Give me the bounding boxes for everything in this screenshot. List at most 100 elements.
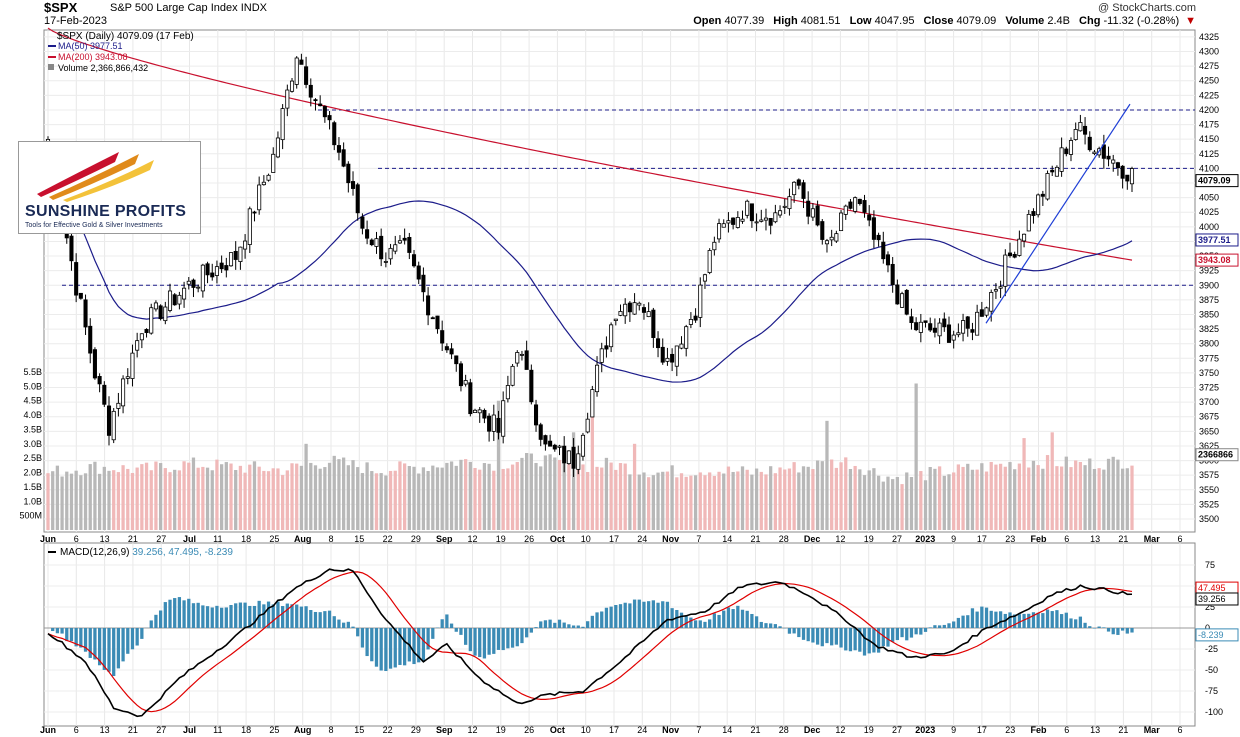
candle-body xyxy=(693,315,698,321)
volume-bar xyxy=(229,463,233,530)
volume-bar xyxy=(656,472,660,530)
macd-histogram-bar xyxy=(130,628,135,650)
candle-body xyxy=(914,322,919,331)
volume-bar xyxy=(651,475,655,530)
volume-tick-label: 5.5B xyxy=(23,367,42,377)
macd-histogram-bar xyxy=(285,603,289,628)
macd-histogram-bar xyxy=(919,628,923,635)
candle-body xyxy=(1064,148,1069,155)
candle-body xyxy=(491,414,496,432)
candle-body xyxy=(1003,254,1008,287)
candle-body xyxy=(754,221,759,224)
price-tick-label: 3825 xyxy=(1199,324,1219,334)
volume-bar xyxy=(961,466,965,530)
price-tick-label: 4175 xyxy=(1199,120,1219,130)
macd-histogram-bar xyxy=(966,615,970,628)
macd-histogram-bar xyxy=(173,598,177,628)
candle-body xyxy=(712,241,717,251)
macd-histogram-bar xyxy=(69,628,74,642)
down-arrow-icon: ▼ xyxy=(1185,15,1196,27)
candle-body xyxy=(322,106,327,118)
volume-bar xyxy=(346,465,350,530)
price-tick-label: 3875 xyxy=(1199,295,1219,305)
macd-histogram-bar xyxy=(665,601,670,628)
x-tick-label: Jul xyxy=(183,534,196,544)
macd-histogram-bar xyxy=(891,628,895,642)
macd-histogram-bar xyxy=(1069,618,1073,628)
volume-bar xyxy=(224,462,228,530)
macd-histogram-bar xyxy=(332,616,336,628)
volume-tick-label: 2.5B xyxy=(23,453,42,463)
macd-histogram-bar xyxy=(393,628,397,668)
candle-body xyxy=(102,384,107,405)
macd-histogram-bar xyxy=(792,628,796,634)
macd-histogram-bar xyxy=(717,614,721,628)
volume-bar xyxy=(290,463,294,530)
macd-x-tick-label: 18 xyxy=(241,725,251,735)
volume-bar xyxy=(994,464,998,530)
candle-body xyxy=(670,353,675,363)
macd-x-tick-label: 13 xyxy=(1090,725,1100,735)
macd-histogram-bar xyxy=(952,621,956,628)
macd-histogram-bar xyxy=(553,622,557,628)
macd-histogram-bar xyxy=(994,611,998,628)
volume-bar xyxy=(712,475,716,530)
candle-body xyxy=(951,334,956,341)
candle-body xyxy=(411,254,417,267)
macd-histogram-bar xyxy=(97,628,102,666)
volume-bar xyxy=(459,459,463,530)
volume-bar xyxy=(975,469,979,530)
volume-bar xyxy=(1064,456,1068,530)
candle-body xyxy=(205,263,210,276)
candle-body xyxy=(304,66,309,85)
macd-histogram-bar xyxy=(468,628,472,652)
volume-bar xyxy=(196,467,200,530)
volume-bar xyxy=(1106,458,1111,530)
volume-bar xyxy=(403,463,407,530)
x-tick-label: 28 xyxy=(779,534,789,544)
candle-body xyxy=(144,329,149,333)
macd-histogram-bar xyxy=(848,628,853,652)
candle-body xyxy=(88,325,93,354)
candle-body xyxy=(759,219,764,222)
candle-body xyxy=(627,302,632,313)
volume-bar xyxy=(215,459,219,530)
macd-histogram-bar xyxy=(88,628,92,658)
volume-bar xyxy=(464,459,468,530)
macd-histogram-bar xyxy=(576,625,580,628)
macd-histogram-bar xyxy=(872,628,876,653)
volume-bar xyxy=(942,475,946,530)
macd-histogram-bar xyxy=(506,628,510,649)
volume-bar xyxy=(365,462,369,530)
macd-histogram-bar xyxy=(1050,611,1054,628)
candle-body xyxy=(369,239,374,246)
candle-body xyxy=(726,220,731,224)
macd-histogram-bar xyxy=(398,628,402,665)
candle-body xyxy=(177,294,182,305)
candle-body xyxy=(308,84,313,98)
legend-price: $SPX (Daily) 4079.09 (17 Feb) xyxy=(57,31,194,42)
candle-body xyxy=(932,327,937,333)
candle-body xyxy=(121,378,126,407)
volume-bar xyxy=(853,465,857,530)
volume-bar xyxy=(731,471,735,530)
price-tick-label: 3800 xyxy=(1199,339,1219,349)
macd-histogram-bar xyxy=(679,612,684,628)
macd-histogram-bar xyxy=(266,601,271,628)
volume-bar xyxy=(219,464,224,530)
ma50-price-tag-box xyxy=(1195,233,1239,247)
macd-x-tick-label: 21 xyxy=(1118,725,1128,735)
candle-body xyxy=(900,293,905,308)
candle-body xyxy=(111,410,116,441)
candle-body xyxy=(83,299,88,328)
volume-bar xyxy=(501,468,505,530)
volume-bar xyxy=(158,463,163,530)
macd-histogram-bar xyxy=(1074,619,1078,628)
volume-bar xyxy=(604,457,609,530)
candle-body xyxy=(280,108,285,141)
macd-x-tick-label: Feb xyxy=(1030,725,1047,735)
macd-histogram-bar xyxy=(201,605,205,628)
logo-swoosh-icon xyxy=(37,152,154,202)
volume-bar xyxy=(820,461,824,530)
volume-bar xyxy=(1027,467,1031,530)
